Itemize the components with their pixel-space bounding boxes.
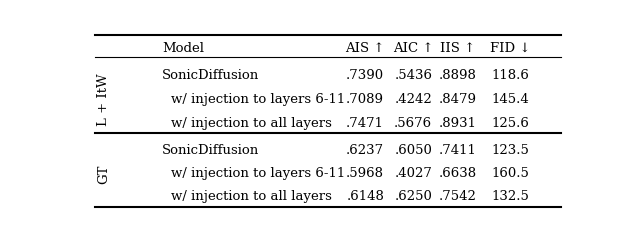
Text: .5676: .5676 xyxy=(394,117,433,130)
Text: .6638: .6638 xyxy=(439,167,477,180)
Text: w/ injection to layers 6-11: w/ injection to layers 6-11 xyxy=(171,167,345,180)
Text: .7390: .7390 xyxy=(346,69,384,82)
Text: .8479: .8479 xyxy=(439,93,477,107)
Text: AIS ↑: AIS ↑ xyxy=(346,42,385,55)
Text: .7471: .7471 xyxy=(346,117,384,130)
Text: .6148: .6148 xyxy=(346,191,384,204)
Text: .7542: .7542 xyxy=(439,191,477,204)
Text: .6237: .6237 xyxy=(346,144,384,157)
Text: .6050: .6050 xyxy=(394,144,432,157)
Text: w/ injection to all layers: w/ injection to all layers xyxy=(171,117,332,130)
Text: .5968: .5968 xyxy=(346,167,384,180)
Text: .7411: .7411 xyxy=(439,144,477,157)
Text: 132.5: 132.5 xyxy=(492,191,529,204)
Text: .7089: .7089 xyxy=(346,93,384,107)
Text: w/ injection to layers 6-11: w/ injection to layers 6-11 xyxy=(171,93,345,107)
Text: w/ injection to all layers: w/ injection to all layers xyxy=(171,191,332,204)
Text: AIC ↑: AIC ↑ xyxy=(393,42,433,55)
Text: 160.5: 160.5 xyxy=(492,167,529,180)
Text: L + ItW: L + ItW xyxy=(97,73,110,126)
Text: .6250: .6250 xyxy=(394,191,432,204)
Text: FID ↓: FID ↓ xyxy=(490,42,531,55)
Text: Model: Model xyxy=(162,42,204,55)
Text: .5436: .5436 xyxy=(394,69,432,82)
Text: SonicDiffusion: SonicDiffusion xyxy=(162,144,259,157)
Text: GT: GT xyxy=(97,164,110,184)
Text: .4027: .4027 xyxy=(394,167,432,180)
Text: .8931: .8931 xyxy=(439,117,477,130)
Text: .4242: .4242 xyxy=(394,93,432,107)
Text: 145.4: 145.4 xyxy=(492,93,529,107)
Text: .8898: .8898 xyxy=(439,69,477,82)
Text: SonicDiffusion: SonicDiffusion xyxy=(162,69,259,82)
Text: 125.6: 125.6 xyxy=(492,117,529,130)
Text: IIS ↑: IIS ↑ xyxy=(440,42,476,55)
Text: 118.6: 118.6 xyxy=(492,69,529,82)
Text: 123.5: 123.5 xyxy=(492,144,529,157)
